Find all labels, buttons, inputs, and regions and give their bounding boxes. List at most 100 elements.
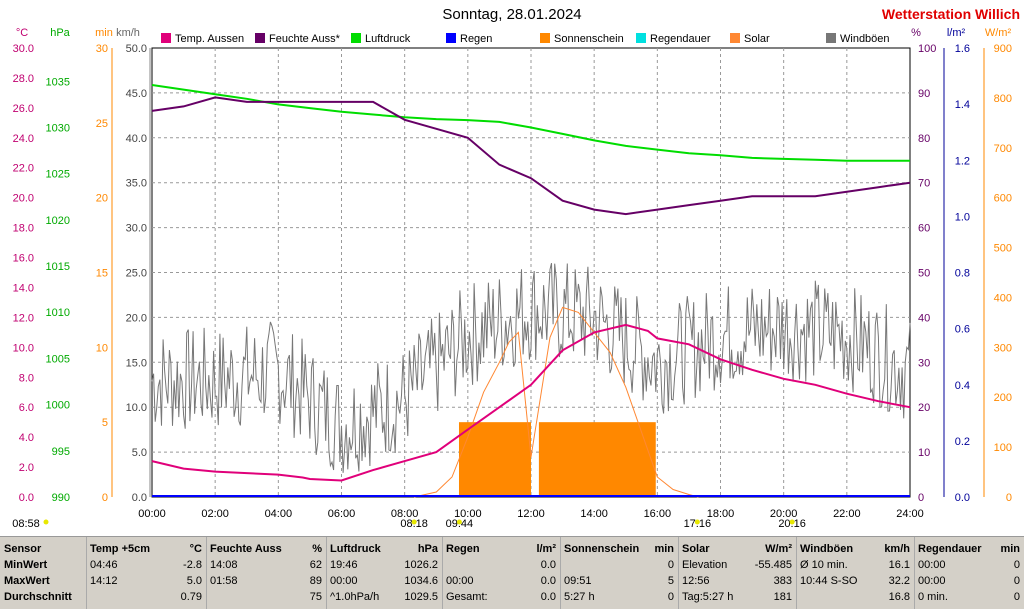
legend-label: Sonnenschein <box>554 33 624 45</box>
stats-cell-row: 19:46 1026.2 <box>330 557 438 573</box>
kmh-tick-label: 20.0 <box>126 312 147 324</box>
stats-cell-left: ^1.0hPa/h <box>330 591 380 603</box>
stats-column-header: Regen l/m² <box>446 541 556 557</box>
stats-cell-left: Regendauer <box>918 543 982 555</box>
stats-cell-left: 5:27 h <box>564 591 595 603</box>
stats-cell-left: Luftdruck <box>330 543 381 555</box>
stats-cell-left: Windböen <box>800 543 854 555</box>
time-tick-label: 18:00 <box>707 508 735 520</box>
kmh-tick-label: 30.0 <box>126 223 147 235</box>
stats-cell-row: 10:44 S-SO 32.2 <box>800 573 910 589</box>
rain-tick-label: 0.4 <box>955 380 970 392</box>
stats-cell-left: 19:46 <box>330 559 358 571</box>
stats-column-header: Sonnenschein min <box>564 541 674 557</box>
minutes-tick-label: 5 <box>102 417 108 429</box>
kmh-tick-label: 10.0 <box>126 402 147 414</box>
solar-tick-label: 400 <box>994 292 1012 304</box>
temp-tick-label: 10.0 <box>13 342 34 354</box>
temp-tick-label: 8.0 <box>19 372 34 384</box>
stats-cell-right: l/m² <box>536 543 556 555</box>
time-tick-label: 16:00 <box>644 508 672 520</box>
hpa-tick-label: 1025 <box>46 169 70 181</box>
time-tick-label: 00:00 <box>138 508 166 520</box>
solar-tick-label: 600 <box>994 193 1012 205</box>
stats-cell-left: Temp +5cm <box>90 543 151 555</box>
temp-tick-label: 6.0 <box>19 402 34 414</box>
stats-cell-row: Gesamt: 0.0 <box>446 589 556 605</box>
stats-cell-right: 0 <box>1013 575 1020 587</box>
stats-cell-right: 62 <box>309 559 322 571</box>
stats-cell-row: Ø 10 min. 16.1 <box>800 557 910 573</box>
time-tick-label: 12:00 <box>517 508 545 520</box>
stats-cell-right: 181 <box>773 591 792 603</box>
stats-column-header: Luftdruck hPa <box>330 541 438 557</box>
event-marker-label: 08:58 <box>12 518 40 530</box>
event-marker-dot <box>694 519 700 525</box>
hpa-tick-label: 1005 <box>46 353 70 365</box>
legend-swatch <box>730 33 740 43</box>
stats-column: Regendauer min 00:00 0 00:00 0 0 min. 0 <box>914 537 1024 609</box>
stats-cell-left: 12:56 <box>682 575 710 587</box>
hpa-tick-label: 1030 <box>46 122 70 134</box>
stats-cell-row: 14:08 62 <box>210 557 322 573</box>
event-marker-dot <box>789 519 795 525</box>
time-tick-label: 20:00 <box>770 508 798 520</box>
stats-cell-left: Regen <box>446 543 480 555</box>
legend-label: Luftdruck <box>365 33 411 45</box>
stats-cell-row: 12:56 383 <box>682 573 792 589</box>
row-label-max: MaxWert <box>4 575 50 587</box>
stats-cell-row: 0 min. 0 <box>918 589 1020 605</box>
humidity-tick-label: 80 <box>918 133 930 145</box>
humidity-tick-label: 20 <box>918 402 930 414</box>
hpa-tick-label: 995 <box>52 446 70 458</box>
stats-cell-right: 16.1 <box>888 559 910 571</box>
time-tick-label: 10:00 <box>454 508 482 520</box>
solar-tick-label: 0 <box>1006 492 1012 504</box>
kmh-tick-label: 50.0 <box>126 43 147 55</box>
stats-cell-row: ^1.0hPa/h 1029.5 <box>330 589 438 605</box>
hpa-tick-label: 1035 <box>46 76 70 88</box>
axis-unit-label: % <box>911 27 921 39</box>
humidity-tick-label: 10 <box>918 447 930 459</box>
solar-tick-label: 200 <box>994 392 1012 404</box>
stats-cell-row: 00:00 0 <box>918 573 1020 589</box>
minutes-tick-label: 20 <box>96 193 108 205</box>
time-tick-label: 14:00 <box>580 508 608 520</box>
stats-column: Temp +5cm °C 04:46 -2.8 14:12 5.0 0.79 <box>86 537 207 609</box>
stats-cell-left: Ø 10 min. <box>800 559 848 571</box>
stats-cell-left: 14:12 <box>90 575 118 587</box>
stats-cell-right: 0 <box>1013 591 1020 603</box>
hpa-tick-label: 1020 <box>46 215 70 227</box>
rain-tick-label: 1.0 <box>955 211 970 223</box>
temp-tick-label: 16.0 <box>13 253 34 265</box>
stats-cell-left: 00:00 <box>330 575 358 587</box>
stats-cell-right: % <box>312 543 322 555</box>
solar-tick-label: 900 <box>994 43 1012 55</box>
humidity-tick-label: 90 <box>918 88 930 100</box>
stats-cell-left: 00:00 <box>918 559 946 571</box>
stats-cell-left: 14:08 <box>210 559 238 571</box>
stats-cell-right: 0 <box>667 591 674 603</box>
minutes-tick-label: 30 <box>96 43 108 55</box>
chart-title: Sonntag, 28.01.2024 <box>442 6 582 23</box>
stats-cell-right: 1026.2 <box>404 559 438 571</box>
solar-tick-label: 700 <box>994 143 1012 155</box>
kmh-tick-label: 15.0 <box>126 357 147 369</box>
stats-cell-left: Gesamt: <box>446 591 488 603</box>
time-tick-label: 22:00 <box>833 508 861 520</box>
stats-column-header: Windböen km/h <box>800 541 910 557</box>
kmh-tick-label: 0.0 <box>132 492 147 504</box>
stats-cell-row: Tag:5:27 h 181 <box>682 589 792 605</box>
rain-tick-label: 1.6 <box>955 43 970 55</box>
minutes-tick-label: 0 <box>102 492 108 504</box>
stats-cell-right: km/h <box>884 543 910 555</box>
temp-tick-label: 4.0 <box>19 432 34 444</box>
stats-cell-right: 0 <box>1013 559 1020 571</box>
humidity-tick-label: 30 <box>918 357 930 369</box>
kmh-tick-label: 45.0 <box>126 88 147 100</box>
legend-label: Regendauer <box>650 33 711 45</box>
stats-cell-row: 00:00 1034.6 <box>330 573 438 589</box>
time-tick-label: 04:00 <box>265 508 293 520</box>
stats-cell-right: 32.2 <box>888 575 910 587</box>
axis-unit-label: min <box>95 27 113 39</box>
